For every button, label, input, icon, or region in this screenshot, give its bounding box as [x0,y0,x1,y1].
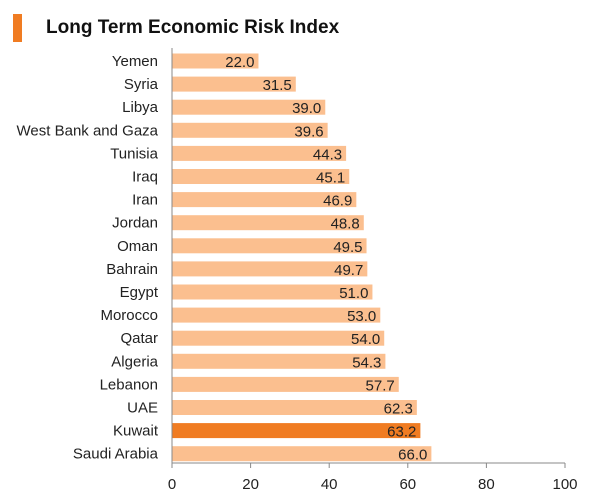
x-tick-label: 40 [321,476,338,493]
category-label: Algeria [111,353,158,370]
bar-jordan [172,215,364,231]
bar-qatar [172,330,385,346]
category-label: Saudi Arabia [73,446,159,463]
bar-iraq [172,169,350,184]
category-label: Yemen [112,53,158,70]
bar-uae [172,400,417,415]
bar-tunisia [172,145,347,161]
category-label: Iraq [132,169,158,186]
data-label: 51.0 [339,285,368,302]
bar-morocco [172,307,381,323]
data-label: 44.3 [313,146,342,163]
bar-lebanon [172,376,399,392]
data-label: 66.0 [398,447,427,464]
bar-yemen [172,53,259,69]
data-label: 49.7 [334,262,363,279]
category-label: Kuwait [113,423,159,440]
category-label: Libya [122,99,159,116]
data-label: 54.3 [352,354,381,371]
bar-egypt [172,284,373,300]
bar-libya [172,99,326,115]
data-label: 39.0 [292,100,321,117]
bar-syria [172,76,296,92]
bar-oman [172,238,367,254]
bar-west-bank-and-gaza [172,122,328,138]
x-tick-label: 80 [478,476,495,493]
data-label: 49.5 [333,239,362,256]
bar-kuwait [172,423,421,439]
category-label: UAE [127,400,158,417]
category-label: Egypt [120,284,159,301]
data-label: 31.5 [263,77,292,94]
category-label: Qatar [120,330,158,347]
category-label: Lebanon [100,376,158,393]
category-label: Oman [117,238,158,255]
x-tick-label: 0 [168,476,176,493]
category-label: Jordan [112,215,158,232]
x-tick-label: 60 [399,476,416,493]
data-label: 48.8 [331,216,360,233]
data-label: 54.0 [351,331,380,348]
category-label: West Bank and Gaza [17,122,159,139]
data-label: 22.0 [225,54,254,71]
title-accent-bar [13,14,22,42]
category-label: Tunisia [110,145,158,162]
x-tick-label: 20 [242,476,259,493]
bar-algeria [172,353,386,369]
chart-title: Long Term Economic Risk Index [46,17,340,38]
bar-iran [172,192,357,208]
data-label: 57.7 [366,377,395,394]
data-label: 45.1 [316,170,345,187]
category-label: Syria [124,76,159,93]
category-label: Bahrain [106,261,158,278]
data-label: 46.9 [323,193,352,210]
category-label: Iran [132,192,158,209]
category-label: Morocco [100,307,158,324]
data-label: 39.6 [294,123,323,140]
bar-bahrain [172,261,368,277]
bar-saudi-arabia [172,446,432,462]
x-tick-label: 100 [552,476,577,493]
data-label: 53.0 [347,308,376,325]
data-label: 62.3 [384,401,413,418]
data-label: 63.2 [387,424,416,441]
